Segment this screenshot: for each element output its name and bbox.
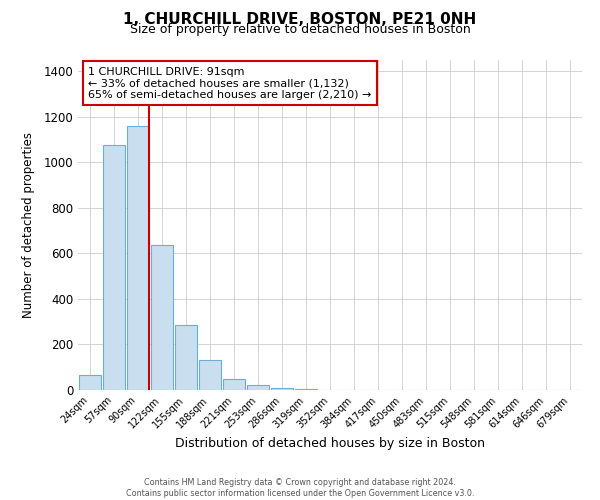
Bar bbox=[223, 380, 245, 390]
Bar bbox=[151, 246, 173, 390]
Bar bbox=[127, 126, 149, 390]
Text: Contains HM Land Registry data © Crown copyright and database right 2024.
Contai: Contains HM Land Registry data © Crown c… bbox=[126, 478, 474, 498]
X-axis label: Distribution of detached houses by size in Boston: Distribution of detached houses by size … bbox=[175, 436, 485, 450]
Bar bbox=[271, 388, 293, 390]
Text: Size of property relative to detached houses in Boston: Size of property relative to detached ho… bbox=[130, 22, 470, 36]
Text: 1, CHURCHILL DRIVE, BOSTON, PE21 0NH: 1, CHURCHILL DRIVE, BOSTON, PE21 0NH bbox=[124, 12, 476, 28]
Y-axis label: Number of detached properties: Number of detached properties bbox=[22, 132, 35, 318]
Bar bbox=[175, 325, 197, 390]
Bar bbox=[247, 386, 269, 390]
Bar bbox=[79, 375, 101, 390]
Bar bbox=[199, 360, 221, 390]
Bar bbox=[103, 146, 125, 390]
Text: 1 CHURCHILL DRIVE: 91sqm
← 33% of detached houses are smaller (1,132)
65% of sem: 1 CHURCHILL DRIVE: 91sqm ← 33% of detach… bbox=[88, 66, 371, 100]
Bar bbox=[295, 389, 317, 390]
